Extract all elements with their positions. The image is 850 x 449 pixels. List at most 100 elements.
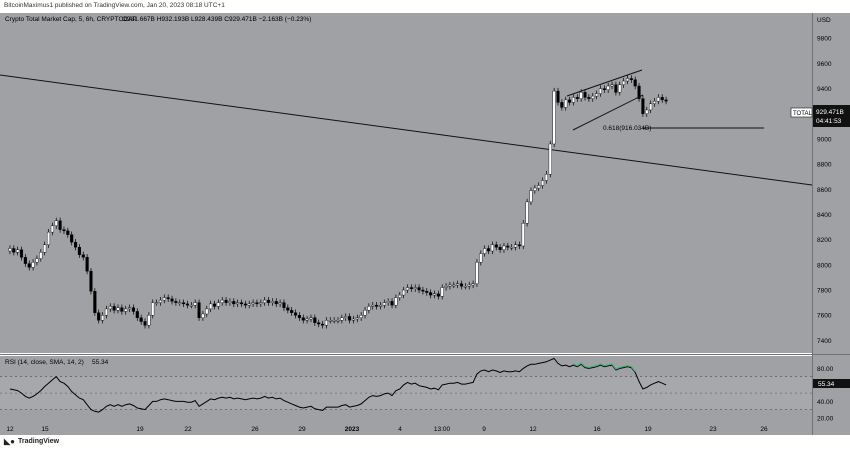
- candle-body: [645, 109, 649, 114]
- candle-body: [421, 289, 425, 292]
- tradingview-brand: TradingView: [17, 438, 60, 445]
- candle-body: [182, 302, 186, 305]
- candle-body: [475, 262, 479, 284]
- candle-body: [39, 252, 43, 259]
- time-tick-label: 15: [41, 426, 49, 433]
- candle-body: [556, 90, 560, 103]
- candle-body: [19, 249, 24, 258]
- candle-body: [247, 303, 251, 306]
- candle-body: [35, 258, 39, 263]
- candle-body: [483, 248, 487, 254]
- price-tick-label: 9800: [817, 36, 832, 43]
- descending-trendline[interactable]: [0, 74, 813, 186]
- candle-body: [85, 257, 89, 272]
- candle-body: [390, 301, 394, 306]
- candle-body: [220, 299, 224, 303]
- candle-body: [579, 92, 583, 99]
- time-tick-label: 26: [760, 426, 768, 433]
- time-tick-label: 23: [709, 426, 717, 433]
- candle-body: [529, 190, 533, 203]
- footer: ◣● TradingView: [0, 435, 850, 449]
- candle-body: [610, 84, 614, 87]
- candle-body: [170, 298, 174, 302]
- candle-body: [286, 307, 290, 311]
- candle-body: [139, 317, 143, 322]
- candle-body: [429, 292, 433, 296]
- candle-body: [212, 303, 217, 307]
- tradingview-logo[interactable]: ◣● TradingView: [4, 437, 59, 446]
- candle-body: [101, 315, 105, 321]
- candle-body: [124, 308, 128, 312]
- candle-body: [243, 303, 247, 306]
- candle-body: [394, 297, 398, 306]
- price-tick-label: 9400: [817, 86, 832, 93]
- candle-body: [70, 234, 74, 243]
- wedge-lower-line[interactable]: [572, 94, 644, 131]
- candle-body: [618, 84, 622, 93]
- candle-body: [239, 302, 244, 305]
- candle-body: [402, 289, 406, 296]
- candle-body: [560, 102, 564, 108]
- candle-body: [317, 322, 321, 325]
- candle-body: [444, 286, 448, 288]
- wedge-upper-line[interactable]: [566, 69, 643, 97]
- candle-body: [471, 283, 475, 286]
- candle-body: [128, 307, 132, 310]
- candle-body: [162, 297, 166, 301]
- candle-body: [12, 248, 16, 253]
- time-tick-label: 13:00: [434, 426, 451, 433]
- rsi-tick-label: 20.00: [817, 415, 834, 422]
- candle-body: [43, 244, 47, 253]
- candle-body: [251, 302, 255, 305]
- candle-body: [209, 303, 213, 310]
- candle-body: [104, 308, 108, 316]
- candle-body: [321, 323, 325, 326]
- candle-body: [660, 97, 664, 101]
- candle-body: [622, 80, 626, 85]
- candle-body: [479, 253, 483, 263]
- candle-body: [228, 301, 232, 303]
- candle-body: [58, 220, 62, 230]
- candle-body: [259, 302, 263, 305]
- rsi-tick-label: 80.00: [817, 366, 834, 373]
- candle-body: [328, 320, 332, 322]
- candle-body: [46, 231, 51, 245]
- time-tick-label: 19: [136, 426, 144, 433]
- candle-body: [89, 270, 93, 292]
- candle-body: [382, 302, 386, 306]
- candle-body: [166, 297, 170, 300]
- candle-body: [641, 98, 645, 114]
- price-tick-label: 8000: [817, 262, 832, 269]
- candle-body: [50, 225, 54, 233]
- candle-body: [371, 304, 375, 307]
- time-tick-label: 4: [398, 426, 402, 433]
- publisher-text: BitcoinMaximus1 published on TradingView…: [4, 2, 225, 9]
- candle-body: [305, 318, 309, 321]
- price-tick-label: 8600: [817, 187, 832, 194]
- candle-body: [625, 78, 630, 82]
- time-axis: [0, 422, 850, 435]
- candle-body: [147, 315, 151, 326]
- candle-body: [413, 287, 417, 289]
- candle-body: [77, 247, 81, 255]
- rsi-value-badge-text: 55.34: [818, 381, 835, 388]
- price-tick-label: 8400: [817, 212, 832, 219]
- candle-body: [135, 311, 139, 318]
- candle-body: [652, 100, 657, 104]
- candle-body: [178, 302, 182, 304]
- candle-body: [340, 317, 344, 321]
- publisher-bar: BitcoinMaximus1 published on TradingView…: [0, 0, 850, 12]
- candle-body: [282, 302, 286, 308]
- candle-body: [537, 185, 541, 189]
- candle-body: [120, 307, 124, 312]
- candle-body: [456, 283, 460, 286]
- candle-body: [355, 317, 359, 320]
- candle-body: [564, 99, 568, 108]
- price-tick-label: 7800: [817, 288, 832, 295]
- candle-body: [494, 244, 498, 248]
- candle-body: [525, 201, 529, 224]
- candle-body: [436, 293, 440, 297]
- candle-body: [510, 247, 514, 249]
- candle-body: [73, 241, 78, 248]
